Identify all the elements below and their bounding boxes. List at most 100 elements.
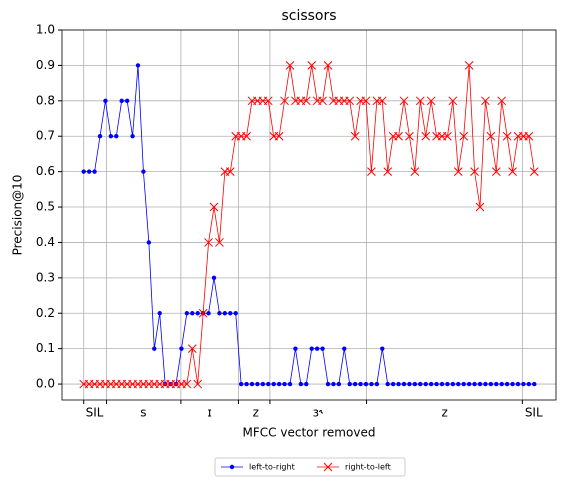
data-point (529, 167, 539, 176)
data-point (190, 311, 195, 316)
data-point (81, 169, 86, 174)
data-point (331, 381, 336, 387)
data-point (396, 381, 401, 387)
data-point (448, 96, 458, 106)
x-tick-label: s (140, 406, 146, 420)
data-point (470, 167, 479, 176)
y-axis-label: Precision@10 (11, 175, 25, 256)
data-point (377, 96, 387, 106)
data-point (285, 61, 295, 70)
data-point (280, 96, 289, 106)
data-point (524, 131, 534, 141)
data-point (412, 381, 418, 387)
data-point (472, 381, 477, 387)
data-point (222, 311, 228, 316)
data-point (532, 381, 537, 387)
data-point (233, 311, 238, 316)
data-point (367, 167, 376, 176)
data-point (415, 96, 425, 106)
data-point (342, 346, 347, 351)
y-tick-label: 0.9 (36, 58, 55, 72)
data-point (198, 308, 208, 318)
data-point (108, 134, 114, 139)
data-point (307, 61, 317, 70)
chart-title: scissors (281, 8, 336, 24)
data-point (456, 381, 461, 387)
data-point (92, 169, 97, 174)
data-point (217, 311, 222, 316)
data-point (276, 381, 282, 387)
data-point (358, 381, 363, 387)
data-point (298, 381, 304, 387)
data-point (287, 381, 293, 387)
data-point (502, 131, 512, 141)
data-point (318, 96, 327, 106)
data-point (124, 98, 130, 104)
data-point (271, 381, 276, 387)
x-tick-label: ɜ˞ (313, 406, 324, 420)
data-point (374, 381, 380, 387)
data-point (244, 381, 249, 387)
data-point (209, 202, 219, 212)
data-point (461, 381, 466, 387)
data-point (282, 381, 287, 387)
data-point (215, 238, 224, 247)
data-point (477, 381, 483, 387)
data-point (345, 96, 355, 106)
data-point (193, 379, 203, 389)
y-tick-label: 0.8 (36, 93, 55, 107)
plot-frame (61, 29, 557, 401)
data-point (380, 346, 385, 351)
data-point (206, 311, 211, 316)
data-point (266, 381, 271, 387)
data-point (157, 311, 162, 316)
data-point (481, 96, 490, 106)
data-point (450, 381, 456, 387)
data-point (225, 167, 235, 176)
data-point (293, 346, 298, 351)
x-tick-label: SIL (525, 406, 543, 420)
data-point (187, 344, 197, 354)
data-point (483, 381, 488, 387)
data-point (486, 131, 496, 141)
data-point (405, 131, 414, 141)
data-point (195, 311, 200, 316)
data-point (135, 63, 141, 68)
data-point (428, 381, 434, 387)
data-point (491, 167, 501, 176)
data-point (242, 131, 251, 141)
data-point (320, 346, 325, 351)
data-point (475, 202, 485, 212)
data-point (97, 134, 103, 139)
data-point (515, 381, 521, 387)
data-point (86, 169, 92, 174)
data-point (119, 98, 124, 104)
data-point (350, 131, 360, 141)
data-point (426, 96, 436, 106)
data-point (141, 169, 146, 174)
x-tick-label: ɪ (207, 406, 211, 420)
data-point (521, 381, 526, 387)
data-point (314, 346, 320, 351)
y-tick-label: 0.3 (36, 270, 55, 284)
data-point (238, 381, 244, 387)
data-point (369, 381, 374, 387)
data-point (260, 381, 266, 387)
data-point (347, 381, 352, 387)
data-point (526, 381, 532, 387)
data-point (301, 96, 311, 106)
data-point (204, 238, 213, 247)
data-point (304, 381, 309, 387)
data-point (274, 131, 284, 141)
legend-box (214, 457, 406, 477)
data-point (418, 381, 423, 387)
data-point (410, 167, 420, 176)
data-point (263, 96, 273, 106)
data-point (445, 381, 450, 387)
legend-label: right-to-left (345, 463, 391, 472)
y-tick-label: 0.0 (36, 377, 55, 391)
series-line (83, 65, 535, 385)
x-tick-label: z (253, 406, 259, 420)
data-point (146, 240, 152, 245)
data-point (399, 96, 409, 106)
